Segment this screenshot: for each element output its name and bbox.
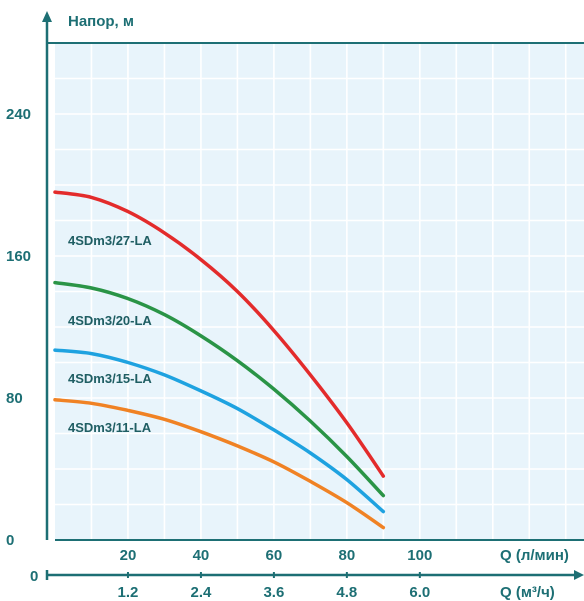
x-primary-tick-label: 80 <box>339 547 356 564</box>
y-tick-label: 160 <box>6 248 31 265</box>
y-tick-label: 80 <box>6 390 23 407</box>
x-primary-tick-label: 40 <box>193 547 210 564</box>
y-tick-label: 240 <box>6 106 31 123</box>
x-secondary-tick-label: 1.2 <box>118 584 139 601</box>
x-axis-primary-title: Q (л/мин) <box>500 547 569 564</box>
axes <box>42 11 584 580</box>
grid-lines <box>55 43 584 540</box>
series-group: 4SDm3/27-LA 4SDm3/20-LA 4SDm3/15-LA 4SDm3/1… <box>53 190 386 530</box>
series-label: 4SDm3/20-LA <box>68 313 152 328</box>
y-tick-label: 0 <box>6 532 14 549</box>
series-line-4SDm3/20-LA <box>53 280 386 498</box>
x-secondary-tick-label: 2.4 <box>191 584 213 601</box>
x-secondary-tick-label: 3.6 <box>263 584 284 601</box>
x-axis-secondary-origin-label: 0 <box>30 568 38 585</box>
series-line-4SDm3/27-LA <box>53 190 386 478</box>
series-label: 4SDm3/11-LA <box>68 420 152 435</box>
series-label: 4SDm3/27-LA <box>68 233 152 248</box>
y-axis-title: Напор, м <box>68 13 134 30</box>
series-label: 4SDm3/15-LA <box>68 371 152 386</box>
series-line-4SDm3/11-LA <box>53 398 386 530</box>
x-axis-secondary-title: Q (м³/ч) <box>500 584 555 601</box>
x-primary-tick-label: 60 <box>266 547 283 564</box>
x-primary-tick-label: 100 <box>407 547 432 564</box>
series-line-4SDm3/15-LA <box>53 348 386 514</box>
x-secondary-tick-label: 6.0 <box>409 584 430 601</box>
x-axis-secondary-arrow <box>574 570 584 580</box>
x-secondary-tick-label: 4.8 <box>336 584 357 601</box>
chart-labels: Напор, м Q (л/мин) Q (м³/ч) 0 0 80 160 240 2… <box>6 13 569 601</box>
x-primary-tick-label: 20 <box>120 547 137 564</box>
y-axis-arrow <box>42 11 52 22</box>
